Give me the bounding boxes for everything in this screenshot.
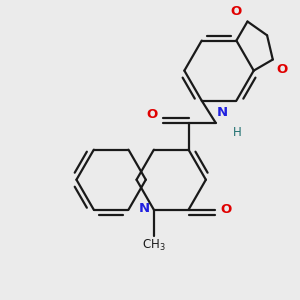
Text: O: O <box>277 63 288 76</box>
Text: O: O <box>220 203 232 216</box>
Text: N: N <box>139 202 150 215</box>
Text: O: O <box>230 5 242 18</box>
Text: O: O <box>146 108 158 121</box>
Text: N: N <box>217 106 228 119</box>
Text: H: H <box>233 125 242 139</box>
Text: CH$_3$: CH$_3$ <box>142 238 166 253</box>
